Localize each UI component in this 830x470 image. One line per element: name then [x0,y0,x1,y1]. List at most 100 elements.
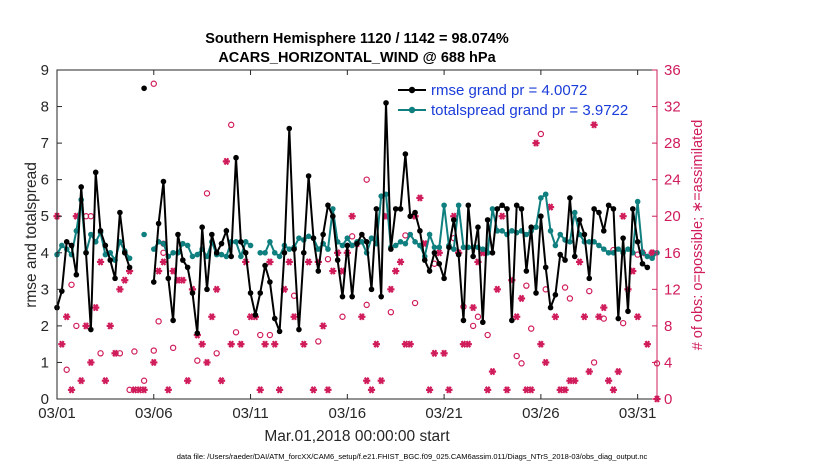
obs-assimilated-marker [300,340,308,348]
totalspread-point [600,246,607,252]
totalspread-point [349,242,355,249]
obs-assimilated-marker [121,276,129,284]
rmse-point [388,246,394,252]
obs-assimilated-marker [484,386,492,394]
totalspread-point [184,242,191,249]
totalspread-point [649,255,655,262]
totalspread-point [426,231,433,238]
obs-assimilated-marker [179,276,187,284]
totalspread-point [330,206,336,212]
obs-assimilated-stroke [141,386,147,394]
totalspread-point [296,235,302,241]
obs-assimilated-marker [619,212,627,220]
obs-possible-marker [527,325,535,332]
y-axis-right-label: # of obs: o=possible; ∗=assimilated [690,120,706,351]
obs-assimilated-stroke [301,340,307,348]
legend-totalspread-label: totalspread grand pr = 3.9722 [431,102,628,119]
y-tick-label: 8 [41,99,49,116]
rmse-point [267,279,273,285]
obs-possible-marker [523,282,530,289]
rmse-point [499,202,505,209]
y-tick-label: 0 [41,391,49,408]
totalspread-point [267,239,273,245]
y-right-tick-label: 4 [664,354,672,371]
obs-assimilated-stroke [392,267,399,275]
obs-assimilated-stroke [388,285,394,294]
rmse-point [339,293,346,300]
obs-assimilated-marker [609,386,618,394]
totalspread-point [368,235,375,241]
obs-assimilated-marker [464,340,472,348]
rmse-point [417,228,423,234]
rmse-point [470,253,476,260]
rmse-point [305,173,312,179]
obs-assimilated-marker [198,340,206,348]
obs-assimilated-marker [111,349,119,357]
obs-assimilated-marker [372,340,380,348]
legend-rmse-label: rmse grand pr = 4.0072 [431,82,587,99]
rmse-point [155,220,162,227]
totalspread-point [523,231,530,238]
obs-assimilated-stroke [528,386,534,394]
obs-possible-marker [586,287,593,295]
obs-assimilated-stroke [73,212,80,220]
totalspread-point [59,242,65,249]
rmse-point [562,257,568,263]
obs-assimilated-stroke [499,212,505,220]
rmse-point [639,260,646,267]
obs-assimilated-stroke [262,340,268,348]
obs-possible-marker [169,344,177,352]
rmse-point [238,239,244,245]
obs-assimilated-stroke [431,349,438,357]
y-right-tick-label: 0 [664,391,672,408]
obs-assimilated-marker [600,303,608,312]
totalspread-point [325,246,331,252]
obs-assimilated-stroke [78,377,84,385]
rmse-point [97,228,104,234]
obs-assimilated-stroke [204,358,210,367]
obs-assimilated-stroke [605,377,612,385]
obs-assimilated-stroke [170,267,176,275]
rmse-point [334,257,341,263]
obs-assimilated-stroke [489,367,496,376]
series-layer [54,85,660,337]
obs-assimilated-stroke [165,386,172,394]
totalspread-point [359,239,365,245]
obs-assimilated-marker [319,322,327,330]
obs-assimilated-stroke [349,212,355,220]
rmse-point [605,202,612,209]
totalspread-point [455,202,462,209]
rmse-point [344,242,351,249]
rmse-point [557,251,564,258]
rmse-point [528,224,534,230]
y-tick-label: 1 [41,354,49,371]
totalspread-point [644,253,651,260]
rmse-point [518,206,525,212]
obs-possible-marker [140,377,148,384]
totalspread-point [634,198,641,205]
rmse-point [460,317,467,324]
rmse-point [180,257,186,263]
obs-assimilated-marker [213,285,221,294]
obs-assimilated-marker [595,313,603,321]
y-tick-label: 9 [41,62,49,79]
totalspread-point [392,242,399,249]
obs-assimilated-stroke [83,322,89,330]
obs-assimilated-marker [488,367,497,376]
obs-assimilated-marker [222,157,230,166]
obs-possible-marker [203,190,211,197]
obs-assimilated-marker [164,386,172,394]
rmse-point [620,235,626,241]
obs-possible-marker [469,322,477,330]
rmse-point [596,209,602,216]
obs-assimilated-stroke [359,313,365,321]
rmse-point [489,249,496,256]
obs-assimilated-marker [266,258,274,266]
obs-assimilated-marker [517,294,526,303]
rmse-line [56,172,131,330]
rmse-point [233,154,239,161]
totalspread-point [460,244,467,251]
rmse-point [102,242,109,249]
rmse-point [610,206,617,212]
obs-possible-marker [561,284,569,291]
